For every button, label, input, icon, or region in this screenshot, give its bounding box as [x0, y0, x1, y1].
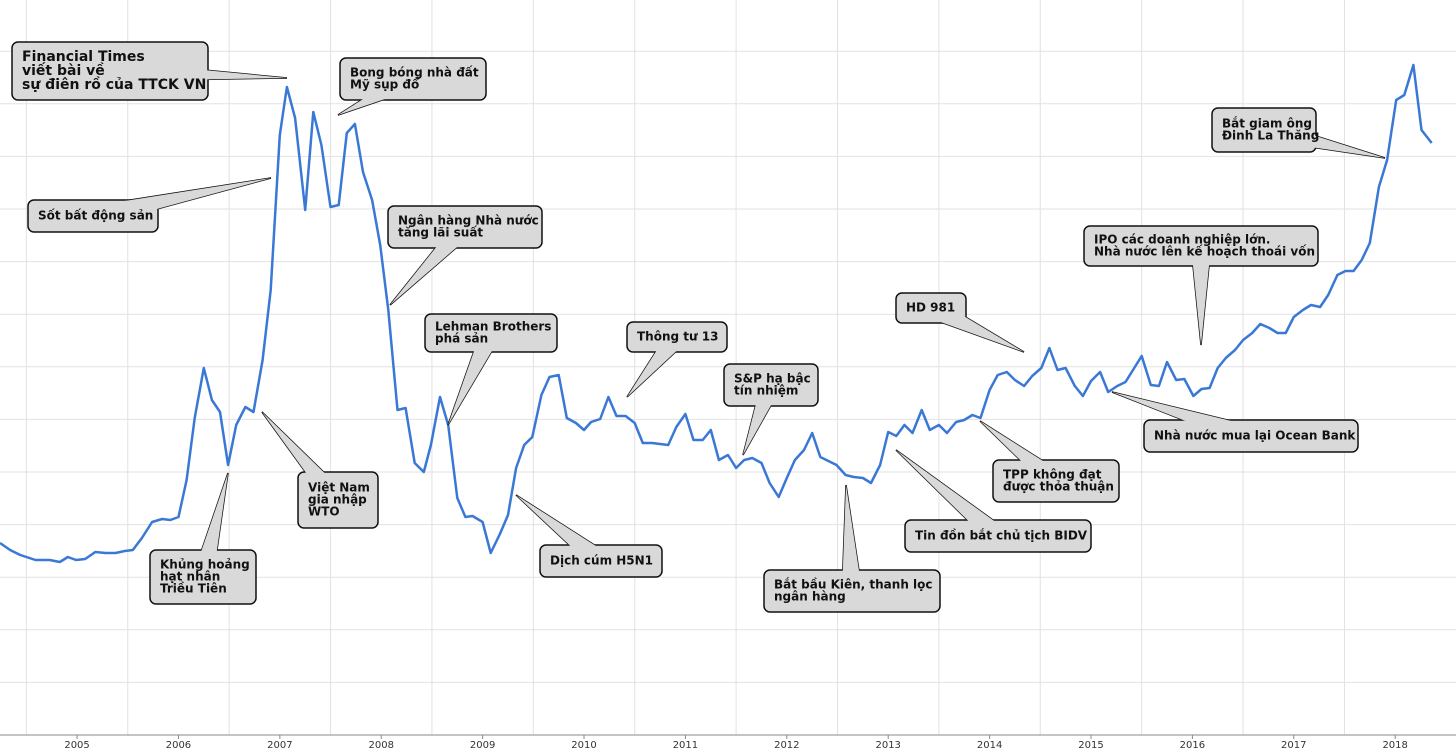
x-tick-label: 2013 — [875, 740, 900, 751]
x-tick-label: 2007 — [267, 740, 292, 751]
callout-text: Bắt giam ông — [1222, 117, 1312, 131]
callout-text: ngân hàng — [774, 590, 846, 604]
callout-text: gia nhập — [308, 493, 367, 507]
x-tick-label: 2018 — [1382, 740, 1407, 751]
callout: Nhà nước mua lại Ocean Bank — [1111, 391, 1359, 453]
callout-text: Nhà nước lên kế hoạch thoái vốn — [1094, 245, 1315, 259]
callout-text: tăng lãi suất — [398, 226, 483, 240]
callout-tail-cover — [516, 495, 608, 569]
callout-tail-cover — [743, 381, 781, 455]
callout-tail-cover — [109, 61, 287, 81]
callout-text: IPO các doanh nghiệp lớn. — [1094, 233, 1271, 247]
callout-text: viết bài về — [22, 62, 105, 79]
callout-text: Sốt bất động sản — [38, 209, 153, 223]
callout-text: sự điên rồ của TTCK VN — [22, 76, 206, 93]
callout-tail-cover — [90, 178, 271, 226]
callout-text: Lehman Brothers — [435, 320, 551, 334]
callout-text: WTO — [308, 505, 340, 519]
callout-tail-cover — [338, 69, 418, 115]
x-tick-label: 2005 — [64, 740, 89, 751]
callout-text: Mỹ sụp đổ — [350, 77, 420, 92]
line — [0, 63, 1433, 564]
x-tick-label: 2006 — [166, 740, 191, 751]
callout-tail-cover — [1112, 392, 1255, 446]
x-tick-label: 2014 — [977, 740, 1002, 751]
callout-text: Bong bóng nhà đất — [350, 66, 479, 80]
x-tick-label: 2009 — [470, 740, 495, 751]
callout-tail-cover — [1191, 246, 1211, 345]
callout-tail-cover — [390, 220, 473, 305]
callout-tail-cover — [1261, 120, 1385, 158]
callout: Dịch cúm H5N1 — [515, 494, 663, 578]
callout-text: tín nhiệm — [734, 384, 798, 398]
callout-text: Nhà nước mua lại Ocean Bank — [1154, 429, 1356, 443]
callout-tail-cover — [980, 421, 1063, 489]
callout: Thông tư 13 — [626, 321, 728, 398]
x-tick-label: 2010 — [571, 740, 596, 751]
callout-text: Financial Times — [22, 49, 145, 65]
callout-text: Ngân hàng Nhà nước — [398, 214, 539, 228]
x-tick-label: 2016 — [1180, 740, 1205, 751]
x-tick-label: 2015 — [1078, 740, 1103, 751]
callout-text: Dịch cúm H5N1 — [550, 554, 653, 568]
callout-tail-cover — [262, 412, 346, 507]
x-tick-label: 2008 — [369, 740, 394, 751]
callout-text: phá sản — [435, 332, 488, 346]
callout-text: S&P hạ bậc — [734, 372, 811, 386]
callout: HD 981 — [895, 292, 1025, 353]
callout-tail-cover — [627, 330, 685, 397]
callout-text: Việt Nam — [308, 481, 370, 495]
callout: IPO các doanh nghiệp lớn.Nhà nước lên kế… — [1083, 225, 1319, 346]
callout-text: Đinh La Thăng — [1222, 129, 1319, 143]
callout-tail-cover — [193, 473, 228, 580]
callout-text: HD 981 — [906, 301, 955, 315]
callout-tail-cover — [896, 450, 1005, 544]
x-tick-label: 2012 — [774, 740, 799, 751]
callout-text: hạt nhân — [160, 570, 220, 584]
callout-text: Thông tư 13 — [637, 330, 718, 344]
x-tick-label: 2017 — [1281, 740, 1306, 751]
callout-text: Khủng hoảng — [160, 558, 250, 572]
callout-text: Bắt bầu Kiên, thanh lọc — [774, 578, 933, 592]
x-tick-label: 2011 — [673, 740, 698, 751]
callout-text: TPP không đạt — [1003, 468, 1102, 482]
callout-text: Tin đồn bắt chủ tịch BIDV — [915, 529, 1088, 543]
callout: Sốt bất động sản — [27, 177, 272, 233]
callout-tail-cover — [926, 298, 1024, 352]
callout: Tin đồn bắt chủ tịch BIDV — [895, 449, 1092, 553]
callout-text: Triều Tiên — [160, 582, 227, 596]
callout-tail-cover — [842, 485, 862, 592]
callout-text: được thỏa thuận — [1003, 480, 1114, 494]
callout-tail-cover — [448, 328, 501, 425]
